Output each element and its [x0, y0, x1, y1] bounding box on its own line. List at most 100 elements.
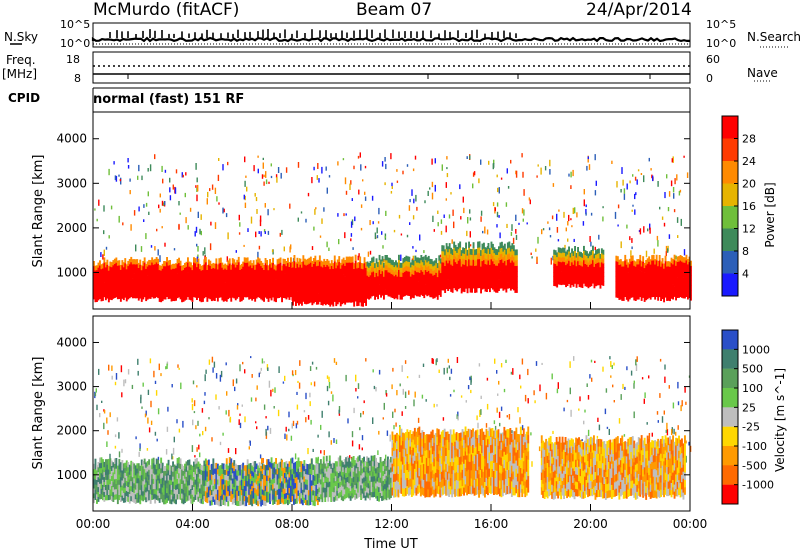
echo-block-cell [375, 258, 378, 264]
echo-block-cell [143, 473, 146, 480]
echo-block-cell [405, 255, 408, 261]
echo-block-cell [284, 268, 286, 274]
echo-block-cell [130, 465, 133, 472]
echo-block-cell [202, 292, 204, 298]
echo-cell [103, 205, 105, 212]
echo-block-cell [152, 293, 155, 299]
echo-block-cell [636, 289, 639, 295]
echo-block-cell [290, 291, 292, 298]
echo-cell [424, 200, 426, 204]
echo-block-cell [502, 284, 505, 291]
echo-cell [351, 431, 354, 438]
echo-block-cell [350, 296, 353, 303]
echo-block-cell [557, 256, 560, 262]
echo-block-cell [301, 267, 303, 274]
echo-block-cell [565, 260, 567, 266]
echo-block-cell [690, 285, 692, 291]
echo-cell [328, 382, 331, 389]
echo-block-cell [424, 254, 427, 261]
echo-block-cell [182, 484, 185, 490]
echo-block-cell [566, 263, 569, 269]
echo-block-cell [587, 257, 590, 263]
echo-cell [178, 201, 180, 206]
echo-block-cell [676, 292, 679, 298]
echo-block-cell [137, 267, 140, 273]
echo-block-cell [481, 255, 484, 262]
echo-block-cell [225, 458, 228, 464]
echo-block-cell [245, 490, 248, 496]
echo-block-cell [472, 253, 475, 260]
echo-block-cell [154, 273, 157, 279]
echo-block-cell [216, 494, 219, 500]
echo-cell [604, 408, 607, 415]
echo-block-cell [475, 254, 478, 261]
echo-block-cell [690, 295, 692, 301]
echo-block-cell [418, 286, 421, 292]
echo-block-cell [176, 268, 179, 274]
echo-block-cell [600, 280, 603, 286]
echo-block-cell [560, 275, 563, 281]
echo-cell [533, 390, 535, 396]
echo-block-cell [257, 475, 260, 481]
echo-block-cell [127, 462, 130, 468]
echo-cell [597, 417, 599, 422]
echo-block-cell [193, 486, 195, 492]
echo-block-cell [495, 265, 497, 271]
echo-cell [639, 228, 642, 235]
echo-block-cell [121, 490, 124, 496]
echo-block-cell [587, 270, 590, 276]
echo-block-cell [471, 249, 473, 255]
echo-block-cell [170, 470, 173, 476]
echo-block-cell [130, 475, 133, 482]
echo-cell [273, 406, 275, 409]
echo-block-cell [688, 282, 691, 288]
echo-block-cell [122, 266, 125, 272]
echo-block-cell [353, 279, 356, 286]
echo-block-cell [586, 268, 588, 274]
echo-block-cell [420, 284, 423, 290]
echo-block-cell [320, 288, 323, 294]
echo-block-cell [332, 273, 335, 280]
echo-block-cell [96, 470, 98, 476]
echo-cell [412, 168, 415, 172]
echo-cell [649, 227, 651, 234]
echo-block-cell [498, 274, 500, 280]
echo-cell [147, 168, 149, 172]
echo-block-cell [119, 274, 122, 279]
echo-block-cell [403, 276, 406, 282]
echo-block-cell [681, 281, 683, 288]
echo-block-cell [228, 479, 231, 485]
echo-block-cell [412, 274, 415, 280]
echo-block-cell [155, 458, 158, 465]
echo-block-cell [580, 269, 582, 275]
echo-block-cell [621, 276, 624, 282]
echo-block-cell [327, 288, 330, 294]
echo-cell [393, 229, 396, 233]
echo-cell [225, 362, 227, 366]
echo-block-cell [102, 263, 104, 269]
echo-block-cell [633, 290, 636, 296]
echo-cell [611, 365, 613, 369]
echo-block-cell [435, 286, 438, 292]
echo-block-cell [125, 273, 128, 279]
echo-block-cell [137, 473, 140, 479]
echo-block-cell [212, 276, 215, 282]
echo-block-cell [602, 272, 605, 277]
echo-block-cell [651, 276, 654, 282]
echo-block-cell [654, 274, 657, 280]
echo-block-cell [498, 246, 500, 253]
echo-block-cell [178, 467, 180, 474]
echo-block-cell [483, 265, 485, 272]
echo-block-cell [154, 474, 157, 480]
echo-block-cell [642, 282, 645, 288]
echo-block-cell [423, 260, 426, 266]
echo-block-cell [237, 495, 240, 501]
echo-block-cell [293, 266, 296, 273]
echo-cell [613, 362, 615, 366]
echo-block-cell [209, 265, 212, 271]
echo-block-cell [303, 258, 306, 265]
echo-block-cell [269, 263, 271, 270]
echo-block-cell [96, 278, 98, 284]
echo-block-cell [245, 475, 248, 481]
echo-block-cell [281, 265, 283, 271]
